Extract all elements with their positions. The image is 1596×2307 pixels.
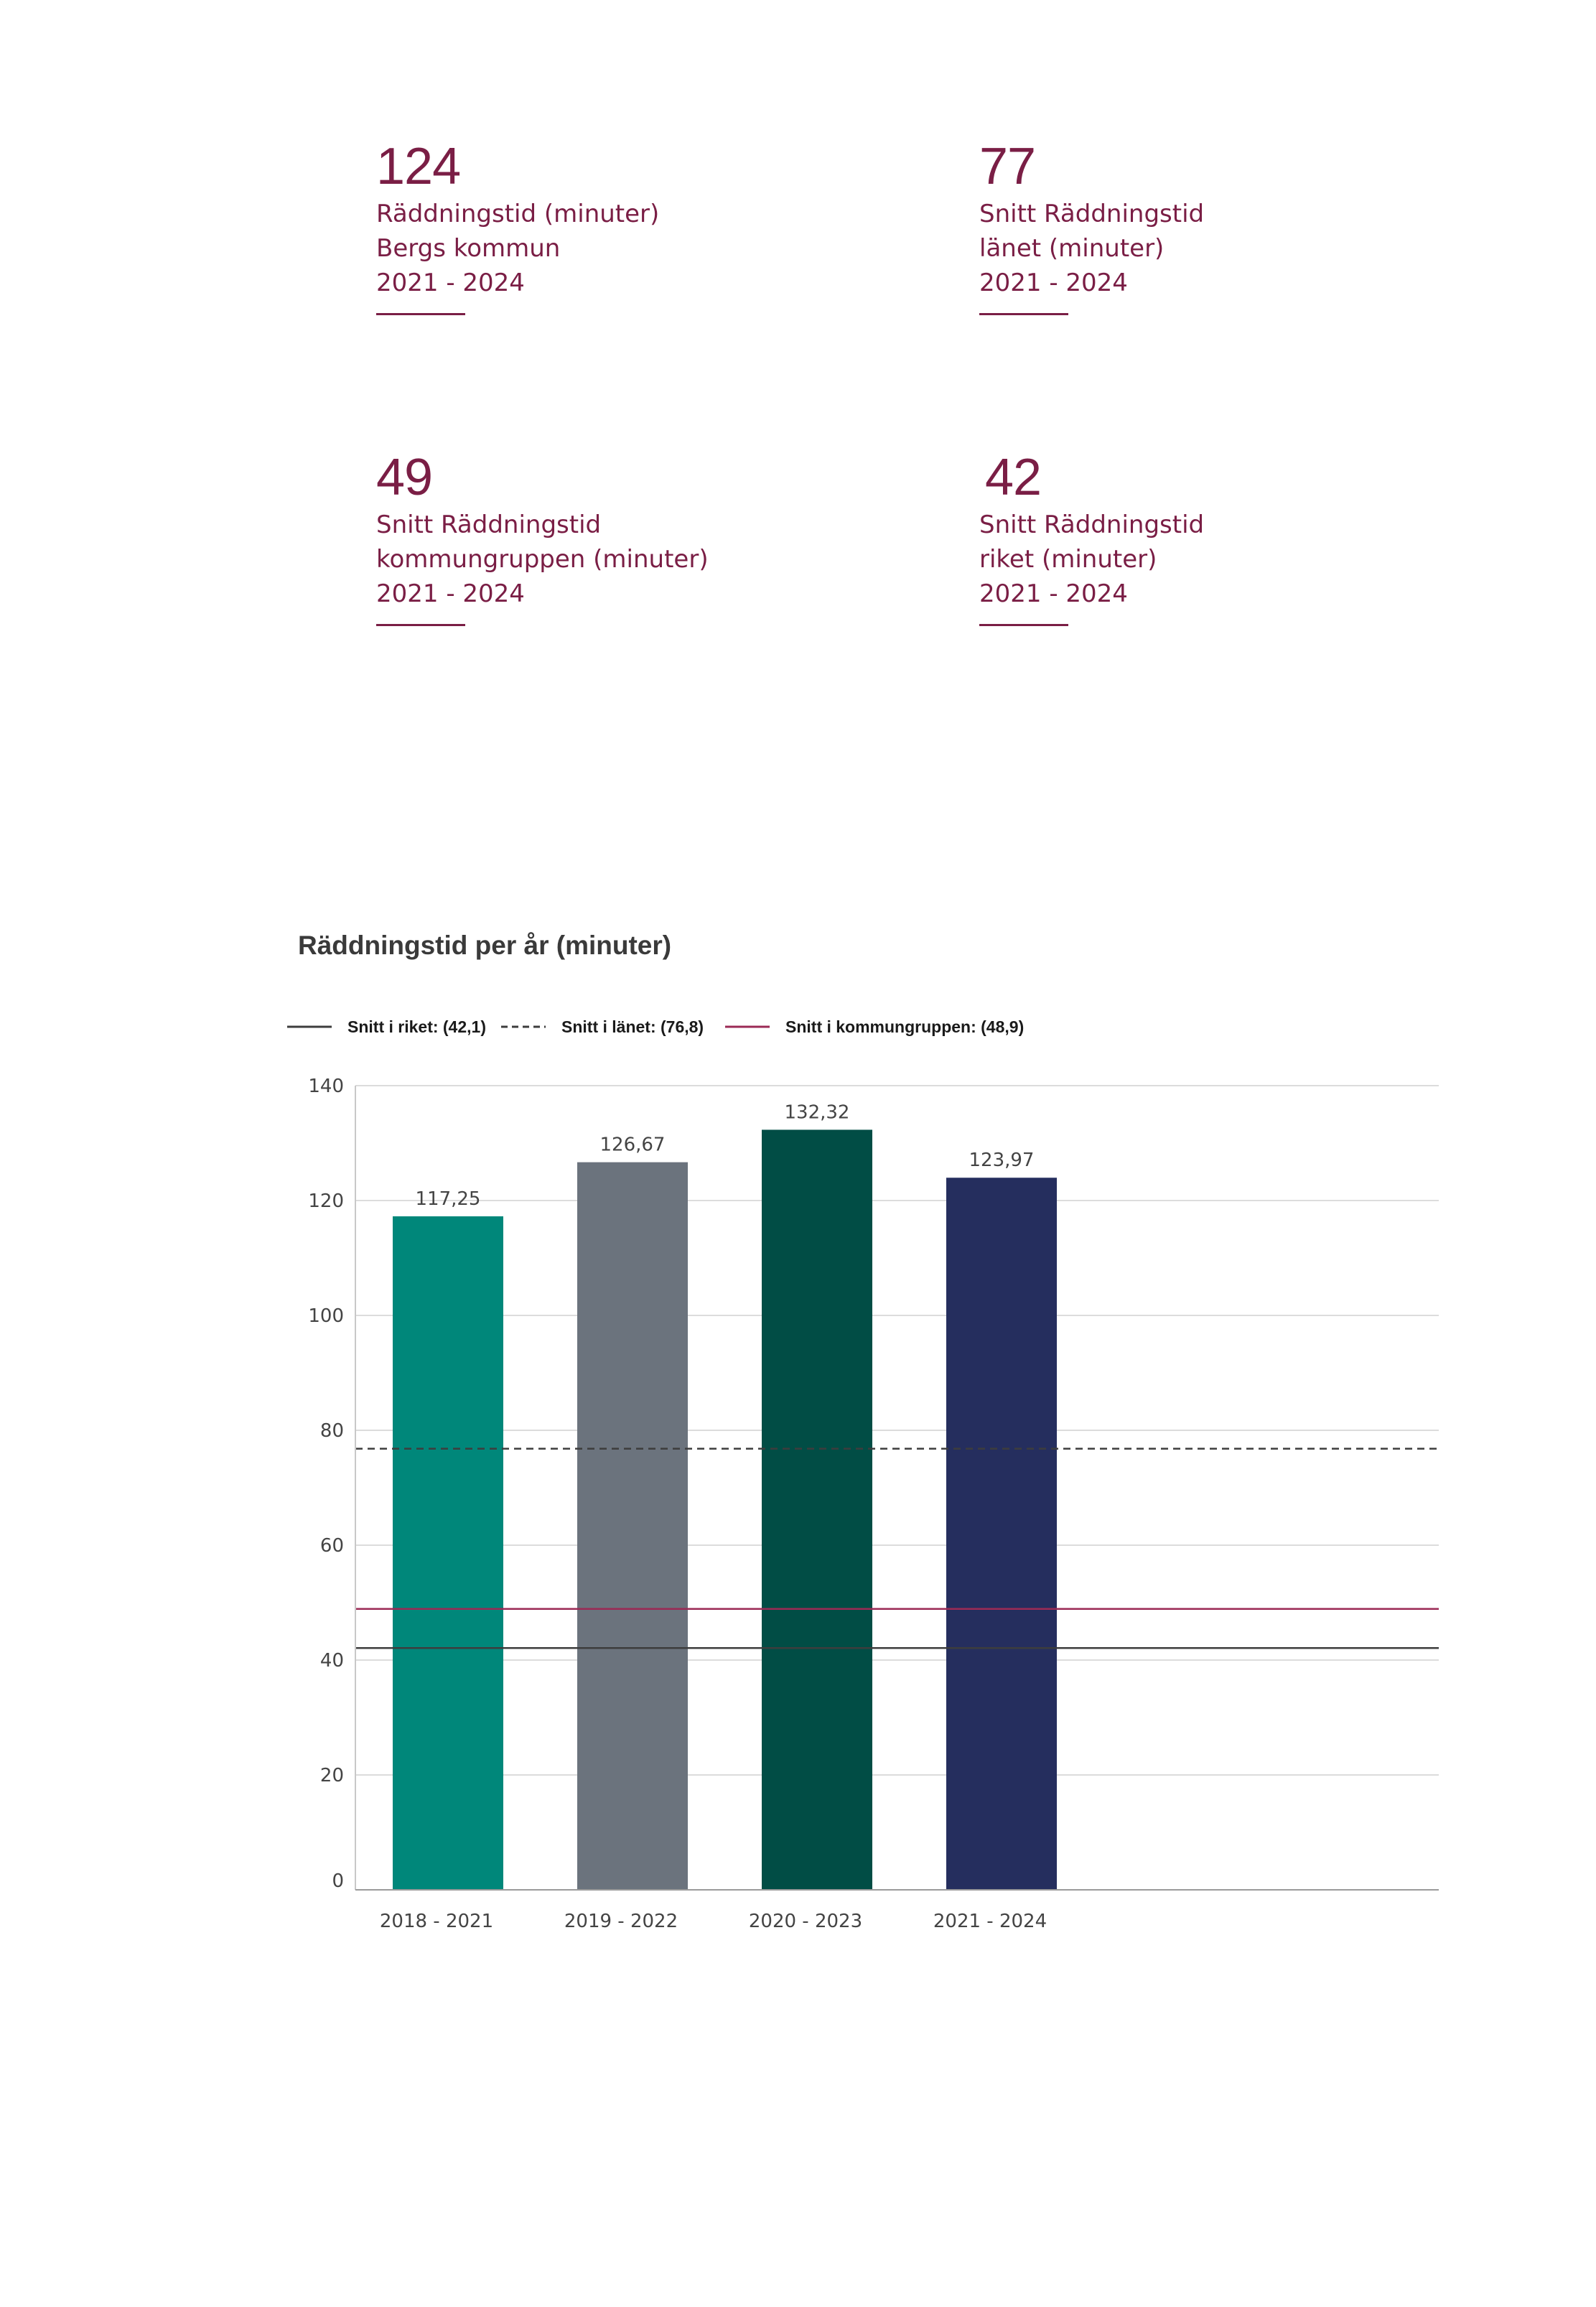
y-axis-ticks: 0 20 40 60 80 100 120 140 [308, 1076, 344, 1892]
x-tick-3: 2021 - 2024 [933, 1911, 1047, 1932]
stat-lanet-line-3: 2021 - 2024 [979, 269, 1128, 297]
stat-kommun: 124 Räddningstid (minuter) Bergs kommun … [376, 136, 821, 315]
y-tick-140: 140 [308, 1076, 344, 1097]
bar-3 [946, 1178, 1057, 1890]
y-tick-0: 0 [332, 1870, 344, 1892]
y-tick-20: 20 [320, 1765, 344, 1786]
stat-kommun-value: 124 [376, 138, 461, 195]
chart-legend: Snitt i riket: (42,1) Snitt i länet: (76,… [287, 1017, 1024, 1036]
stat-riket-line-1: Snitt Räddningstid [979, 511, 1205, 539]
stat-riket-line-3: 2021 - 2024 [979, 579, 1128, 608]
chart-title: Räddningstid per år (minuter) [298, 931, 672, 960]
x-tick-2: 2020 - 2023 [749, 1911, 862, 1932]
stat-kommun-line-3: 2021 - 2024 [376, 269, 525, 297]
y-tick-40: 40 [320, 1650, 344, 1672]
stat-kommungruppen: 49 Snitt Räddningstid kommungruppen (min… [376, 447, 821, 626]
x-tick-1: 2019 - 2022 [564, 1911, 678, 1932]
data-label-0: 117,25 [416, 1188, 481, 1210]
stat-kommun-line-1: Räddningstid (minuter) [376, 200, 660, 228]
bar-1 [577, 1162, 688, 1890]
stat-lanet-value: 77 [979, 138, 1036, 195]
stat-kommungruppen-line-3: 2021 - 2024 [376, 579, 525, 608]
data-label-1: 126,67 [600, 1134, 666, 1156]
stat-lanet-rule [979, 313, 1068, 315]
legend-label-1: Snitt i länet: (76,8) [561, 1017, 704, 1036]
bar-0 [393, 1216, 503, 1890]
stat-kommun-line-2: Bergs kommun [376, 234, 561, 263]
bar-2 [762, 1129, 872, 1890]
stat-riket-rule [979, 624, 1068, 626]
stat-riket: 42 Snitt Räddningstid riket (minuter) 20… [979, 447, 1424, 626]
y-tick-120: 120 [308, 1190, 344, 1212]
chart-bars [393, 1129, 1057, 1890]
data-labels: 117,25 126,67 132,32 123,97 [416, 1101, 1035, 1210]
data-label-2: 132,32 [785, 1101, 850, 1123]
y-tick-80: 80 [320, 1420, 344, 1442]
x-axis-ticks: 2018 - 2021 2019 - 2022 2020 - 2023 2021 - … [380, 1911, 1047, 1932]
stat-kommungruppen-line-1: Snitt Räddningstid [376, 511, 602, 539]
stat-kommungruppen-line-2: kommungruppen (minuter) [376, 545, 709, 574]
chart-grid [355, 1085, 1439, 1776]
stat-riket-line-2: riket (minuter) [979, 545, 1157, 574]
stat-lanet: 77 Snitt Räddningstid länet (minuter) 20… [979, 136, 1424, 315]
data-label-3: 123,97 [969, 1150, 1035, 1171]
stat-lanet-line-2: länet (minuter) [979, 234, 1165, 263]
stat-lanet-line-1: Snitt Räddningstid [979, 200, 1205, 228]
stat-kommungruppen-rule [376, 624, 465, 626]
legend-label-2: Snitt i kommungruppen: (48,9) [785, 1017, 1024, 1036]
stat-kommungruppen-value: 49 [376, 449, 433, 506]
chart-axes [355, 1086, 1439, 1891]
y-tick-100: 100 [308, 1305, 344, 1327]
x-tick-0: 2018 - 2021 [380, 1911, 493, 1932]
stat-kommun-rule [376, 313, 465, 315]
legend-label-0: Snitt i riket: (42,1) [347, 1017, 486, 1036]
reference-lines [355, 1448, 1439, 1649]
stat-riket-value: 42 [985, 449, 1042, 506]
y-tick-60: 60 [320, 1535, 344, 1557]
